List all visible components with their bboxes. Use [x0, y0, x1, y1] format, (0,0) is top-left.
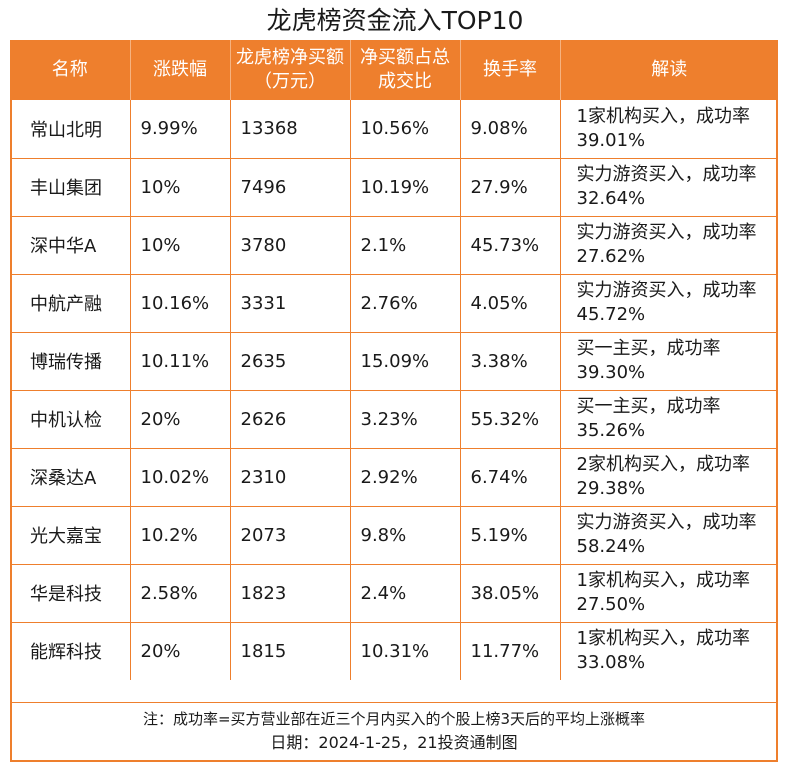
net-buy-cell: 2626: [230, 389, 351, 448]
net-buy-ratio-cell: 2.76%: [350, 273, 461, 332]
change-cell: 10%: [130, 215, 231, 274]
interpretation-cell: 1家机构买入，成功率33.08%: [560, 621, 778, 680]
change-cell: 20%: [130, 621, 231, 680]
date-credit: 日期：2024-1-25，21投资通制图: [270, 733, 518, 752]
table-row: 深中华A 10% 3780 2.1% 45.73% 实力游资买入，成功率27.62%: [10, 215, 778, 274]
header-net-buy-ratio: 净买额占总成交比: [350, 40, 461, 100]
table-row: 中航产融 10.16% 3331 2.76% 4.05% 实力游资买入，成功率45.72%: [10, 273, 778, 332]
change-cell: 20%: [130, 389, 231, 448]
table-row: 深桑达A 10.02% 2310 2.92% 6.74% 2家机构买入，成功率29.38%: [10, 447, 778, 506]
interpretation-cell: 实力游资买入，成功率58.24%: [560, 505, 778, 564]
net-buy-ratio-cell: 10.31%: [350, 621, 461, 680]
net-buy-ratio-cell: 2.92%: [350, 447, 461, 506]
net-buy-ratio-cell: 3.23%: [350, 389, 461, 448]
footnote: 注：成功率=买方营业部在近三个月内买入的个股上榜3天后的平均上涨概率: [142, 710, 646, 728]
net-buy-cell: 2310: [230, 447, 351, 506]
stock-name-cell: 深桑达A: [10, 447, 131, 506]
footer-divider: [12, 702, 776, 703]
header-name: 名称: [10, 40, 131, 100]
change-cell: 2.58%: [130, 563, 231, 622]
table-header-row: 名称 涨跌幅 龙虎榜净买额（万元） 净买额占总成交比 换手率 解读: [10, 40, 778, 100]
turnover-cell: 9.08%: [460, 100, 561, 158]
net-buy-ratio-cell: 2.1%: [350, 215, 461, 274]
turnover-cell: 38.05%: [460, 563, 561, 622]
interpretation-cell: 实力游资买入，成功率45.72%: [560, 273, 778, 332]
turnover-cell: 4.05%: [460, 273, 561, 332]
change-cell: 10.16%: [130, 273, 231, 332]
stock-name-cell: 常山北明: [10, 100, 131, 158]
net-buy-ratio-cell: 10.56%: [350, 100, 461, 158]
net-buy-cell: 7496: [230, 157, 351, 216]
net-buy-cell: 2073: [230, 505, 351, 564]
change-cell: 10.2%: [130, 505, 231, 564]
turnover-cell: 5.19%: [460, 505, 561, 564]
table-row: 能辉科技 20% 1815 10.31% 11.77% 1家机构买入，成功率33.08%: [10, 621, 778, 680]
interpretation-cell: 2家机构买入，成功率29.38%: [560, 447, 778, 506]
header-net-buy: 龙虎榜净买额（万元）: [230, 40, 351, 100]
table-row: 常山北明 9.99% 13368 10.56% 9.08% 1家机构买入，成功率39.01…: [10, 100, 778, 158]
net-buy-cell: 3331: [230, 273, 351, 332]
net-buy-cell: 1823: [230, 563, 351, 622]
page-title: 龙虎榜资金流入TOP10: [266, 6, 524, 35]
net-buy-cell: 3780: [230, 215, 351, 274]
turnover-cell: 55.32%: [460, 389, 561, 448]
net-buy-ratio-cell: 15.09%: [350, 331, 461, 390]
stock-name-cell: 中航产融: [10, 273, 131, 332]
table-row: 华是科技 2.58% 1823 2.4% 38.05% 1家机构买入，成功率27.50%: [10, 563, 778, 622]
net-buy-cell: 2635: [230, 331, 351, 390]
interpretation-cell: 实力游资买入，成功率32.64%: [560, 157, 778, 216]
stock-name-cell: 华是科技: [10, 563, 131, 622]
turnover-cell: 45.73%: [460, 215, 561, 274]
change-cell: 10.02%: [130, 447, 231, 506]
turnover-cell: 11.77%: [460, 621, 561, 680]
table-row: 丰山集团 10% 7496 10.19% 27.9% 实力游资买入，成功率32.64%: [10, 157, 778, 216]
turnover-cell: 27.9%: [460, 157, 561, 216]
net-buy-ratio-cell: 2.4%: [350, 563, 461, 622]
interpretation-cell: 1家机构买入，成功率27.50%: [560, 563, 778, 622]
interpretation-cell: 买一主买，成功率39.30%: [560, 331, 778, 390]
table-row: 博瑞传播 10.11% 2635 15.09% 3.38% 买一主买，成功率39.30%: [10, 331, 778, 390]
header-change: 涨跌幅: [130, 40, 231, 100]
interpretation-cell: 买一主买，成功率35.26%: [560, 389, 778, 448]
stock-name-cell: 光大嘉宝: [10, 505, 131, 564]
net-buy-cell: 1815: [230, 621, 351, 680]
turnover-cell: 6.74%: [460, 447, 561, 506]
net-buy-ratio-cell: 10.19%: [350, 157, 461, 216]
change-cell: 9.99%: [130, 100, 231, 158]
net-buy-cell: 13368: [230, 100, 351, 158]
table-row: 中机认检 20% 2626 3.23% 55.32% 买一主买，成功率35.26%: [10, 389, 778, 448]
stock-name-cell: 博瑞传播: [10, 331, 131, 390]
turnover-cell: 3.38%: [460, 331, 561, 390]
stock-name-cell: 能辉科技: [10, 621, 131, 680]
change-cell: 10%: [130, 157, 231, 216]
net-buy-ratio-cell: 9.8%: [350, 505, 461, 564]
interpretation-cell: 实力游资买入，成功率27.62%: [560, 215, 778, 274]
table-row: 光大嘉宝 10.2% 2073 9.8% 5.19% 实力游资买入，成功率58.24%: [10, 505, 778, 564]
fund-inflow-table: 名称 涨跌幅 龙虎榜净买额（万元） 净买额占总成交比 换手率 解读 常山北明 9.…: [10, 40, 778, 680]
stock-name-cell: 深中华A: [10, 215, 131, 274]
stock-name-cell: 丰山集团: [10, 157, 131, 216]
header-interpretation: 解读: [560, 40, 778, 100]
change-cell: 10.11%: [130, 331, 231, 390]
interpretation-cell: 1家机构买入，成功率39.01%: [576, 105, 750, 151]
header-turnover: 换手率: [460, 40, 561, 100]
stock-name-cell: 中机认检: [10, 389, 131, 448]
